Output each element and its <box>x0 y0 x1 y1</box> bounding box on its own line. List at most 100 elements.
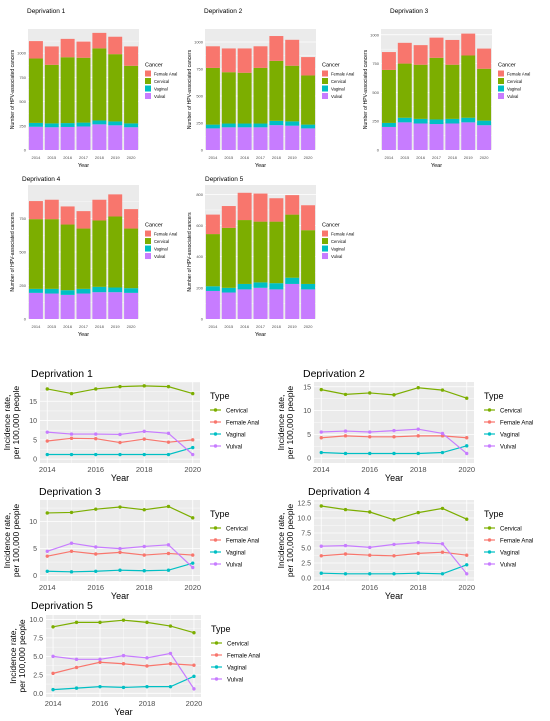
data-point <box>94 569 98 573</box>
legend-label: Vaginal <box>227 665 247 671</box>
legend-swatch <box>145 238 151 245</box>
legend-swatch <box>145 93 151 100</box>
x-axis-label: Year <box>431 163 442 169</box>
bar-cervical <box>301 75 316 125</box>
bar-vulval <box>429 124 444 150</box>
y-axis-label: per 100,000 people <box>285 386 295 460</box>
bar-cervical <box>445 64 460 119</box>
legend-key-point <box>213 444 218 448</box>
data-point <box>416 427 420 431</box>
x-tick-label: 2017 <box>256 155 266 160</box>
y-axis-label: per 100,000 people <box>11 504 21 578</box>
data-point <box>343 572 348 576</box>
legend-swatch <box>322 253 328 260</box>
y-tick-label: 5 <box>307 432 311 439</box>
data-point <box>392 572 396 576</box>
bar-vulval <box>381 126 396 150</box>
legend-label: Female Anal <box>154 71 177 76</box>
data-point <box>145 620 149 625</box>
data-point <box>51 625 55 629</box>
legend-label: Female Anal <box>500 420 533 426</box>
legend-key-point <box>213 562 218 566</box>
x-tick-label: 2019 <box>288 155 298 160</box>
bar-vaginal <box>124 123 139 128</box>
data-point <box>121 685 126 690</box>
data-point <box>343 543 348 548</box>
data-point <box>166 440 171 444</box>
y-axis-label: Incidence rate, <box>276 395 286 451</box>
bar-vaginal <box>108 121 123 126</box>
bar-vaginal <box>28 122 43 127</box>
bar-female-anal <box>44 199 59 220</box>
bar-cervical <box>269 221 284 284</box>
legend-swatch <box>322 238 328 245</box>
data-point <box>166 568 171 572</box>
bar-cervical <box>205 67 220 125</box>
x-tick-label: 2015 <box>224 324 234 329</box>
bar-vulval <box>28 126 43 150</box>
x-tick-label: 2018 <box>448 155 458 160</box>
data-point <box>191 391 195 396</box>
bar-vulval <box>253 287 268 319</box>
bar-cervical <box>221 227 236 288</box>
legend-title: Cancer <box>322 63 340 69</box>
data-point <box>98 657 102 662</box>
data-point <box>465 563 469 567</box>
x-tick-label: 2015 <box>224 155 234 160</box>
bar-vaginal <box>445 118 460 124</box>
x-tick-label: 2016 <box>361 465 378 474</box>
line-panel-2: Deprivation 2 0 5 10 15 2014 2016 2018 2020 Year I… <box>276 368 533 483</box>
bar-cervical <box>237 72 252 124</box>
data-point <box>440 431 445 436</box>
data-point <box>45 554 49 558</box>
legend-label: Vaginal <box>154 246 168 251</box>
data-point <box>465 572 469 576</box>
data-point <box>51 687 55 692</box>
bar-female-anal <box>205 46 220 68</box>
data-point <box>465 553 469 557</box>
bar-female-anal <box>237 192 252 221</box>
legend-swatch <box>145 230 151 237</box>
legend-key-point <box>487 562 492 566</box>
data-point <box>191 561 195 565</box>
x-tick-label: 2018 <box>139 699 156 708</box>
bar-female-anal <box>92 199 107 221</box>
data-point <box>192 663 196 667</box>
data-point <box>94 507 98 511</box>
bar-vaginal <box>237 283 252 290</box>
bar-vaginal <box>221 287 236 293</box>
data-point <box>191 445 195 450</box>
bar-panel-3: Deprivation 3 0 250 500 750 1000 2014 2015 2016 2… <box>363 8 530 169</box>
legend-swatch <box>498 93 504 100</box>
legend-label: Vulval <box>226 562 242 568</box>
data-point <box>166 431 171 435</box>
x-tick-label: 2014 <box>39 583 56 592</box>
x-tick-label: 2017 <box>256 324 266 329</box>
legend-label: Vaginal <box>331 246 345 251</box>
data-point <box>118 505 122 509</box>
y-tick-label: 1000 <box>17 51 27 56</box>
y-tick-label: 250 <box>19 123 26 128</box>
bar-cervical <box>205 234 220 287</box>
x-tick-label: 2020 <box>304 155 314 160</box>
y-tick-label: 0 <box>33 573 37 580</box>
y-tick-label: 10 <box>303 408 311 415</box>
y-tick-label: 500 <box>19 250 26 255</box>
data-point <box>440 388 445 392</box>
bar-vulval <box>60 126 75 150</box>
data-point <box>69 541 74 545</box>
x-tick-label: 2017 <box>79 324 89 329</box>
data-point <box>392 428 396 433</box>
bar-vulval <box>237 127 252 150</box>
y-axis-label: Incidence rate, <box>2 395 12 451</box>
data-point <box>51 671 55 676</box>
legend-key-point <box>213 432 218 436</box>
legend-swatch <box>498 85 504 92</box>
y-axis-label: Number of HPV-associated cancers <box>10 212 16 292</box>
x-tick-label: 2015 <box>47 155 57 160</box>
bar-panel-1: Deprivation 1 0 250 500 750 1000 2014 2015 2016 2… <box>10 8 177 169</box>
legend-label: Vaginal <box>226 550 246 556</box>
legend-key-point <box>487 420 492 424</box>
data-point <box>192 631 196 635</box>
legend-swatch <box>145 85 151 92</box>
